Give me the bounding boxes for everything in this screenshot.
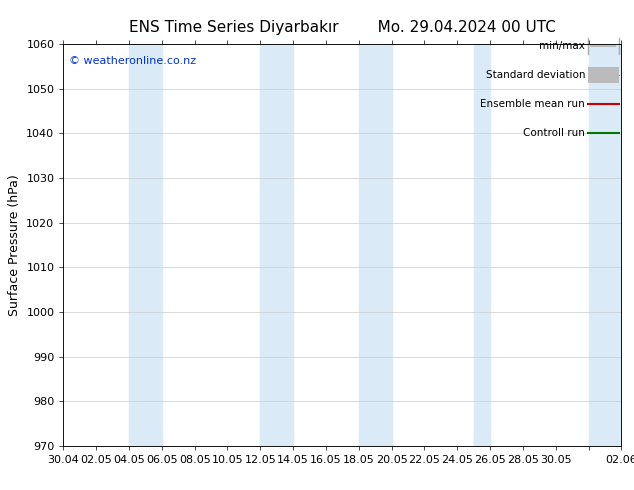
Bar [359,44,392,446]
Text: Ensemble mean run: Ensemble mean run [481,99,585,109]
Text: Controll run: Controll run [523,128,585,138]
Bar [588,44,621,446]
Text: © weatheronline.co.nz: © weatheronline.co.nz [69,56,196,66]
Y-axis label: Surface Pressure (hPa): Surface Pressure (hPa) [8,174,21,316]
Bar [474,44,490,446]
Text: ENS Time Series Diyarbakır        Mo. 29.04.2024 00 UTC: ENS Time Series Diyarbakır Mo. 29.04.202… [129,20,556,35]
FancyBboxPatch shape [588,67,619,83]
Bar [129,44,162,446]
Bar [261,44,293,446]
Text: min/max: min/max [539,41,585,51]
Text: Standard deviation: Standard deviation [486,70,585,80]
